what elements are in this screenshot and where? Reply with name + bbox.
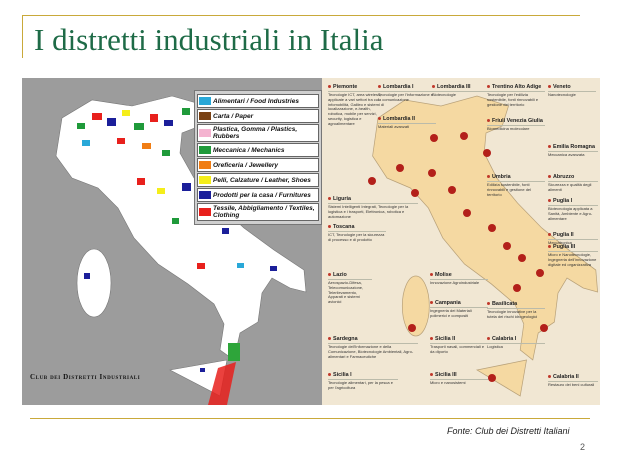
district-mark bbox=[222, 228, 229, 234]
district-mark bbox=[122, 110, 130, 116]
pin-icon bbox=[411, 189, 419, 197]
region-label: Sicilia II Trasporti navali, commerciali … bbox=[430, 336, 488, 355]
region-label: Puglia III Micro e Nanotecnologie, Ingegn… bbox=[548, 244, 598, 267]
pin-icon bbox=[368, 177, 376, 185]
district-mark bbox=[134, 123, 144, 130]
region-label: Umbria Edilizia sostenibile, fonti rinnov… bbox=[487, 174, 545, 197]
pin-icon bbox=[430, 134, 438, 142]
district-mark bbox=[197, 263, 205, 269]
region-label: Basilicata Tecnologie innovative per la t… bbox=[487, 301, 545, 320]
region-label: Trentino Alto Adige Tecnologie per l'edil… bbox=[487, 84, 545, 107]
district-mark bbox=[77, 123, 85, 129]
region-label: Molise Innovazione Agroindustriale bbox=[430, 272, 488, 286]
legend-item: Prodotti per la casa / Furnitures bbox=[197, 188, 319, 202]
region-label: Emilia Romagna Meccanica avanzata bbox=[548, 144, 598, 158]
district-mark bbox=[237, 263, 244, 268]
logo-tower-icon bbox=[228, 343, 240, 361]
footer-rule bbox=[30, 418, 590, 419]
district-mark bbox=[157, 188, 165, 194]
region-label: Piemonte Tecnologie ICT, area wireless, a… bbox=[328, 84, 386, 126]
region-label: Sicilia III Micro e nanosistemi bbox=[430, 372, 488, 386]
logo-flag-icon bbox=[208, 362, 236, 405]
pin-icon bbox=[503, 242, 511, 250]
region-label: Calabria I Logistica bbox=[487, 336, 545, 350]
pin-icon bbox=[536, 269, 544, 277]
district-pins bbox=[368, 132, 548, 382]
club-logo-text: Club dei Distretti Industriali bbox=[30, 373, 141, 381]
sardinia bbox=[76, 248, 112, 318]
region-label: Sardegna Tecnologie dell'Informazione e d… bbox=[328, 336, 418, 359]
region-label: Campania Ingegneria dei Materiali polimer… bbox=[430, 300, 488, 319]
region-label: Lazio Aerospazio-Difesa, Telecomunicazion… bbox=[328, 272, 372, 305]
region-label: Lombardia I Tecnologie per l'informazione… bbox=[378, 84, 436, 103]
region-label: Toscana ICT, Tecnologie per la sicurezza … bbox=[328, 224, 386, 242]
pin-icon bbox=[513, 284, 521, 292]
italy-mainland bbox=[372, 95, 599, 361]
legend-item: Carta / Paper bbox=[197, 109, 319, 123]
district-mark bbox=[82, 140, 90, 146]
legend-item: Pelli, Calzature / Leather, Shoes bbox=[197, 173, 319, 187]
pin-icon bbox=[460, 132, 468, 140]
district-mark bbox=[142, 143, 151, 149]
district-mark bbox=[182, 183, 191, 191]
region-label: Lombardia II Materiali avanzati bbox=[378, 116, 436, 130]
district-mark bbox=[150, 114, 158, 122]
region-label: Calabria II Restauro dei beni culturali bbox=[548, 374, 598, 388]
legend-item: Oreficeria / Jewellery bbox=[197, 158, 319, 172]
legend-item: Alimentari / Food Industries bbox=[197, 94, 319, 108]
district-mark bbox=[182, 108, 190, 115]
pin-icon bbox=[540, 324, 548, 332]
slide-title: I distretti industriali in Italia bbox=[34, 22, 384, 57]
page-number: 2 bbox=[580, 442, 586, 452]
pin-icon bbox=[483, 149, 491, 157]
title-rule bbox=[22, 15, 580, 16]
region-label: Abruzzo Sicurezza e qualità degli aliment… bbox=[548, 174, 598, 193]
technology-districts-map: Piemonte Tecnologie ICT, area wireless, a… bbox=[322, 78, 600, 405]
pin-icon bbox=[428, 169, 436, 177]
pin-icon bbox=[396, 164, 404, 172]
district-mark bbox=[164, 120, 173, 126]
district-mark bbox=[92, 113, 102, 120]
region-label: Liguria Sistemi Intelligenti Integrati, T… bbox=[328, 196, 418, 219]
source-note: Fonte: Club dei Distretti Italiani bbox=[447, 426, 570, 436]
legend-item: Meccanica / Mechanics bbox=[197, 143, 319, 157]
industrial-districts-map: Alimentari / Food Industries Carta / Pap… bbox=[22, 78, 322, 405]
legend: Alimentari / Food Industries Carta / Pap… bbox=[194, 90, 322, 225]
pin-icon bbox=[488, 374, 496, 382]
pin-icon bbox=[463, 209, 471, 217]
district-mark bbox=[137, 178, 145, 185]
pin-icon bbox=[518, 254, 526, 262]
district-mark bbox=[200, 368, 205, 372]
pin-icon bbox=[448, 186, 456, 194]
region-label: Puglia I Biotecnologia applicata a Sanità… bbox=[548, 198, 598, 221]
district-mark bbox=[270, 266, 277, 271]
region-label: Puglia II Meccatronica bbox=[548, 232, 598, 246]
district-mark bbox=[107, 118, 116, 126]
region-label: Friuli Venezia Giulia Biomedicina molecol… bbox=[487, 118, 545, 132]
legend-item: Plastica, Gomma / Plastics, Rubbers bbox=[197, 124, 319, 142]
district-mark bbox=[162, 150, 170, 156]
district-mark bbox=[84, 273, 90, 279]
pin-icon bbox=[408, 324, 416, 332]
pin-icon bbox=[488, 224, 496, 232]
sicily bbox=[475, 359, 527, 397]
district-mark bbox=[172, 218, 179, 224]
region-label: Veneto Nanotecnologie bbox=[548, 84, 596, 98]
title-accent bbox=[22, 15, 23, 58]
region-label: Lombardia III Biotecnologie bbox=[432, 84, 490, 98]
legend-item: Tessile, Abbigliamento / Textiles, Cloth… bbox=[197, 203, 319, 221]
district-mark bbox=[117, 138, 125, 144]
region-label: Sicilia I Tecnologie alimentari, per la p… bbox=[328, 372, 398, 391]
